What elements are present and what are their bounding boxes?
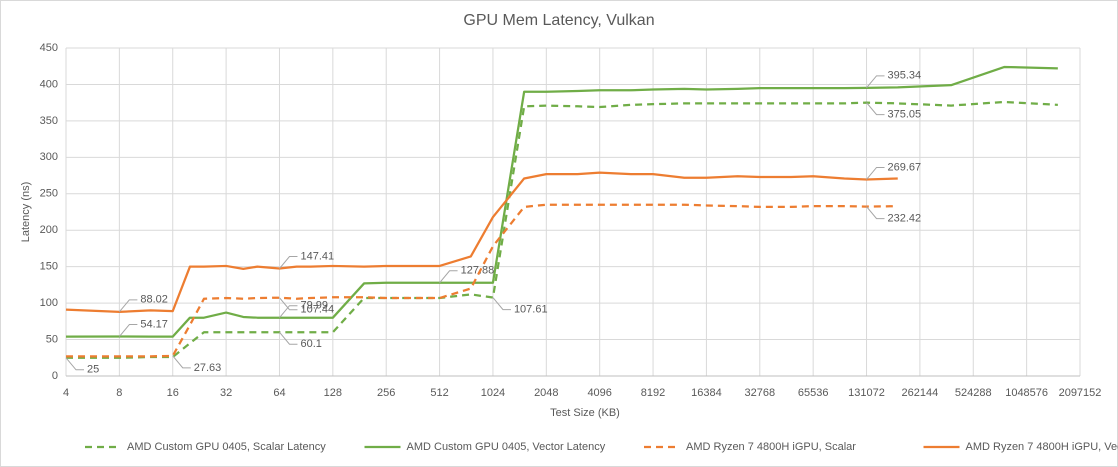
y-tick-label: 350 xyxy=(40,115,58,127)
x-tick-label: 128 xyxy=(324,387,342,399)
y-tick-label: 150 xyxy=(40,261,58,273)
x-tick-label: 4 xyxy=(63,387,69,399)
x-tick-label: 16384 xyxy=(691,387,722,399)
data-label: 375.05 xyxy=(888,109,922,121)
data-label: 88.02 xyxy=(140,294,168,306)
x-tick-label: 256 xyxy=(377,387,395,399)
legend-label: AMD Ryzen 7 4800H iGPU, Scalar xyxy=(686,441,856,453)
x-tick-label: 32768 xyxy=(744,387,775,399)
y-tick-label: 400 xyxy=(40,78,58,90)
label-leader xyxy=(866,166,885,180)
x-tick-label: 2097152 xyxy=(1059,387,1102,399)
label-leader xyxy=(118,299,138,313)
data-label: 147.41 xyxy=(300,250,334,262)
y-tick-label: 50 xyxy=(46,333,58,345)
series-line xyxy=(66,100,1058,359)
x-tick-label: 65536 xyxy=(798,387,829,399)
label-leader xyxy=(279,297,298,311)
data-label: 395.34 xyxy=(888,70,922,82)
legend-label: AMD Custom GPU 0405, Scalar Latency xyxy=(127,441,326,453)
label-leader xyxy=(279,256,298,269)
y-tick-label: 450 xyxy=(40,42,58,54)
label-leader xyxy=(866,102,885,116)
x-tick-label: 131072 xyxy=(848,387,885,399)
x-tick-label: 524288 xyxy=(955,387,992,399)
y-tick-label: 100 xyxy=(40,297,58,309)
label-leader xyxy=(279,331,298,345)
x-tick-label: 1048576 xyxy=(1005,387,1048,399)
data-label: 127.88 xyxy=(461,265,495,277)
y-axis-title: Latency (ns) xyxy=(20,182,32,243)
label-leader xyxy=(279,305,298,319)
series-line xyxy=(65,171,898,313)
data-label: 107.44 xyxy=(300,304,334,316)
data-label: 25 xyxy=(87,364,99,376)
data-label: 269.67 xyxy=(888,161,922,173)
label-leader xyxy=(439,270,458,284)
label-leader xyxy=(492,297,511,311)
data-label: 79.99 xyxy=(300,300,328,312)
label-leader xyxy=(866,75,885,89)
x-tick-label: 64 xyxy=(273,387,285,399)
label-leader xyxy=(118,324,138,337)
x-tick-label: 262144 xyxy=(902,387,939,399)
data-label: 107.61 xyxy=(514,303,548,315)
label-leader xyxy=(65,357,84,371)
legend-label: AMD Ryzen 7 4800H iGPU, Vector xyxy=(966,441,1118,453)
x-tick-label: 32 xyxy=(220,387,232,399)
series-line xyxy=(65,65,1058,338)
chart-title: GPU Mem Latency, Vulkan xyxy=(463,12,654,29)
x-tick-label: 16 xyxy=(167,387,179,399)
x-axis-title: Test Size (KB) xyxy=(550,407,620,419)
y-tick-label: 0 xyxy=(52,370,58,382)
legend-label: AMD Custom GPU 0405, Vector Latency xyxy=(407,441,606,453)
label-leader xyxy=(866,206,885,220)
data-label: 60.1 xyxy=(300,338,321,350)
x-tick-label: 4096 xyxy=(587,387,611,399)
x-tick-label: 2048 xyxy=(534,387,558,399)
data-label: 27.63 xyxy=(194,362,222,374)
data-label: 54.17 xyxy=(140,318,168,330)
x-tick-label: 512 xyxy=(430,387,448,399)
y-tick-label: 250 xyxy=(40,188,58,200)
label-leader xyxy=(172,355,191,369)
y-tick-label: 300 xyxy=(40,151,58,163)
x-tick-label: 8 xyxy=(116,387,122,399)
y-tick-label: 200 xyxy=(40,224,58,236)
x-tick-label: 8192 xyxy=(641,387,665,399)
x-tick-label: 1024 xyxy=(481,387,505,399)
data-label: 232.42 xyxy=(888,212,922,224)
